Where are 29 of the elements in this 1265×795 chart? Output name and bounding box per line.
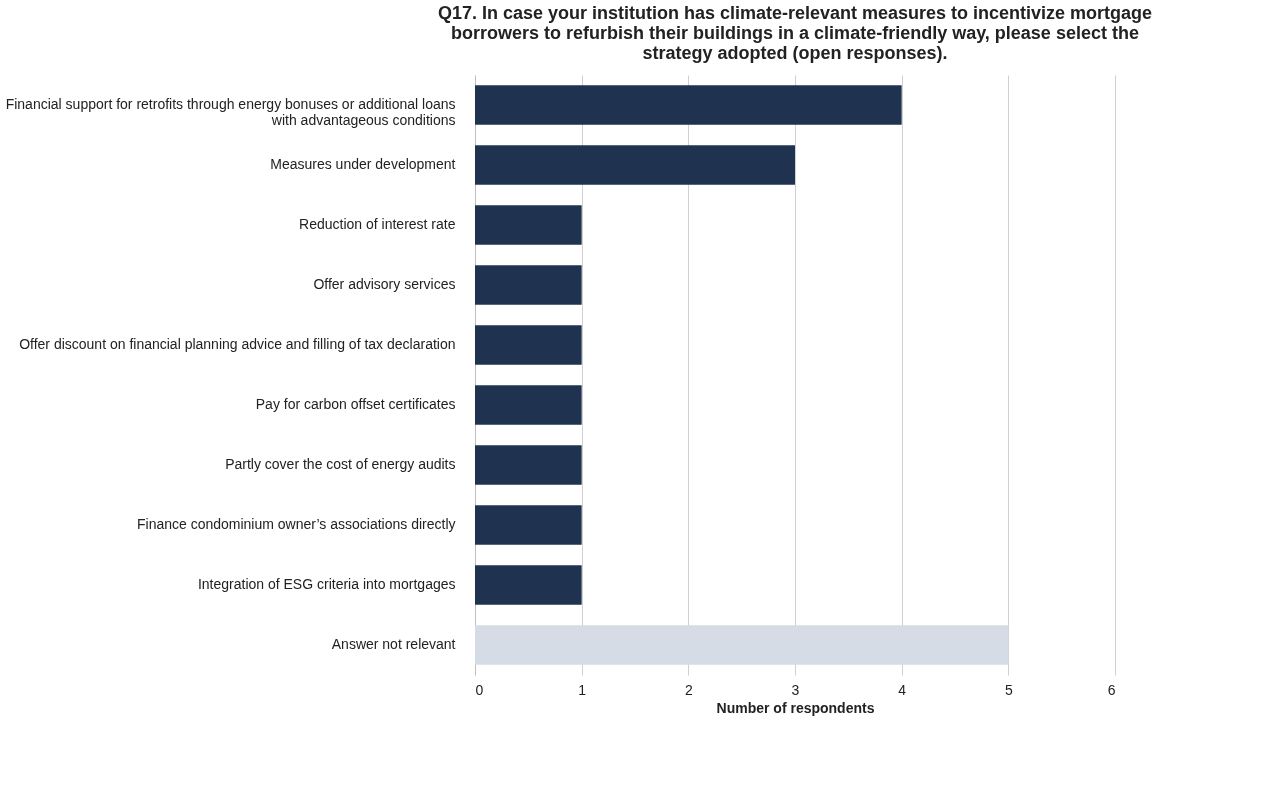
y-tick-label: Pay for carbon offset certificates [255,396,456,412]
bar [475,505,582,545]
bar [475,205,582,245]
bar [475,385,582,425]
bar [475,85,902,125]
bar [475,625,1009,665]
y-tick-label: Financial support for retrofits through energy bonuses or additional loans with advantageous conditions [5,96,456,128]
y-tick-label: Finance condominium owner’s associations directly [136,516,456,532]
bar [475,565,582,605]
bar [475,445,582,485]
bar [475,265,582,305]
bar [475,145,795,185]
y-tick-label: Partly cover the cost of energy audits [225,456,456,472]
x-tick-label: 3 [791,681,800,698]
x-axis-title: Number of respondents [716,699,875,716]
y-tick-label: Measures under development [270,156,456,172]
x-tick-label: 0 [475,681,484,698]
bar [475,325,582,365]
x-tick-label: 6 [1107,681,1116,698]
x-tick-label: 5 [1004,681,1013,698]
x-tick-label: 1 [578,681,587,698]
chart-title: Q17. In case your institution has climate-relevant measures to incentivize mortgage borrowers to refurbish their buildings in a climate-friendly way, please select the strategy adopted (open responses). [437,3,1153,63]
y-tick-label: Offer discount on financial planning advice and filling of tax declaration [19,336,456,352]
x-tick-label: 4 [898,681,907,698]
y-tick-label: Integration of ESG criteria into mortgages [197,576,456,592]
x-tick-label: 2 [684,681,693,698]
y-tick-label: Answer not relevant [331,636,456,652]
y-tick-label: Reduction of interest rate [299,216,456,232]
y-tick-label: Offer advisory services [313,276,456,292]
